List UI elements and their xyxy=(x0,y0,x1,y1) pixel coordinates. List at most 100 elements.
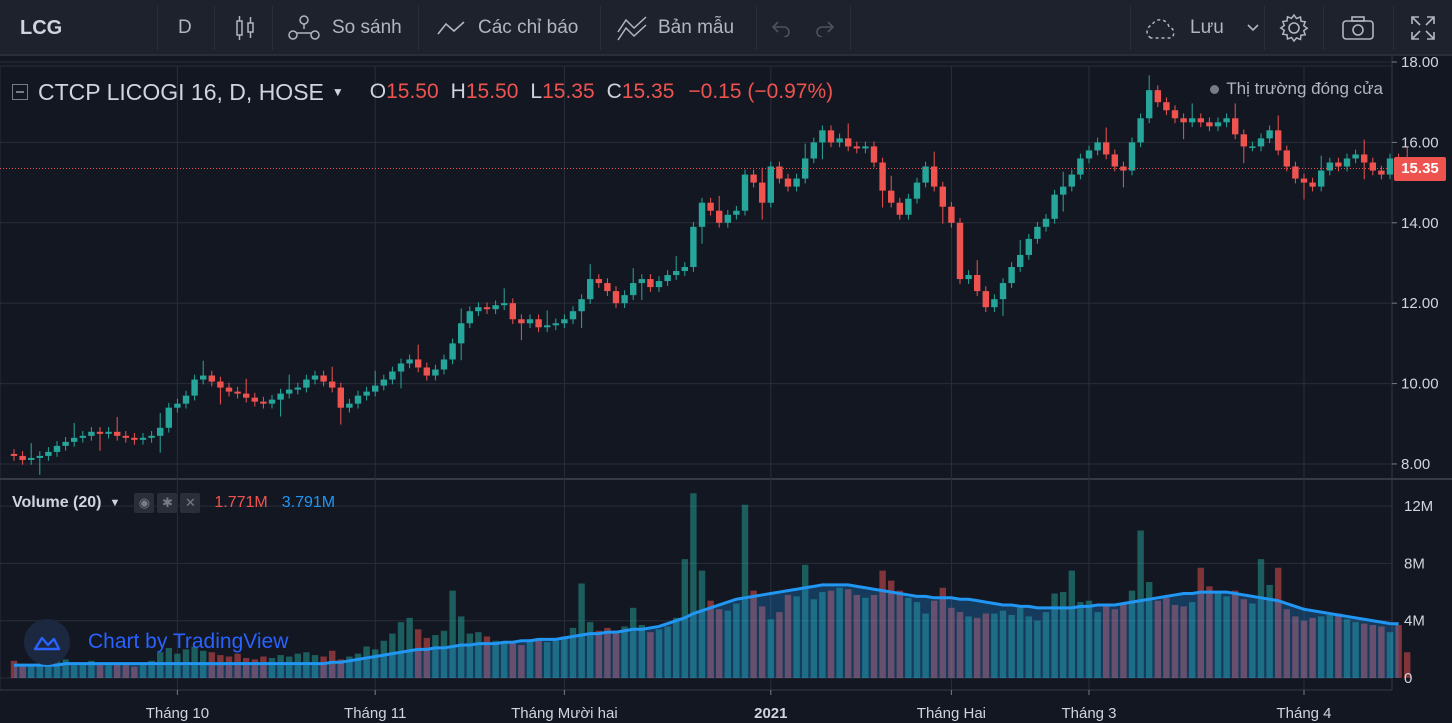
volume-bar xyxy=(1283,609,1290,678)
candle-body xyxy=(1163,102,1170,111)
volume-bar xyxy=(974,617,981,678)
volume-bar xyxy=(466,633,473,678)
candle-body xyxy=(1326,162,1333,171)
volume-bar xyxy=(415,629,422,678)
candle-body xyxy=(1283,150,1290,167)
candle-body xyxy=(750,174,757,183)
candle-body xyxy=(1309,182,1316,187)
volume-bar xyxy=(268,657,276,678)
compare-button[interactable]: So sánh xyxy=(286,0,402,56)
symbol-search[interactable]: LCG xyxy=(20,0,62,56)
undo-button[interactable] xyxy=(770,0,792,56)
market-status-label: Thị trường đóng cửa xyxy=(1226,79,1383,98)
volume-bar xyxy=(286,656,293,678)
candle-body xyxy=(913,182,921,199)
close-icon[interactable]: ✕ xyxy=(180,493,201,513)
volume-bar xyxy=(492,640,499,678)
volume-title[interactable]: Volume (20) xyxy=(12,494,102,511)
volume-bar xyxy=(604,627,611,678)
volume-bar xyxy=(845,589,852,678)
volume-bar xyxy=(621,626,628,678)
candle-body xyxy=(1146,90,1153,119)
symbol-title[interactable]: CTCP LICOGI 16, D, HOSE xyxy=(38,78,324,105)
eye-icon[interactable]: ◉ xyxy=(134,493,155,513)
candle-body xyxy=(518,319,525,324)
indicators-button[interactable]: Các chỉ báo xyxy=(436,0,578,56)
volume-bar xyxy=(1094,612,1101,678)
candle-body xyxy=(458,323,465,344)
volume-bar xyxy=(423,637,430,678)
volume-bar xyxy=(1051,593,1058,678)
candle-body xyxy=(862,146,869,149)
candle-body xyxy=(53,445,61,452)
candle-body xyxy=(655,281,663,288)
candle-body xyxy=(79,435,86,438)
candle-body xyxy=(131,437,138,440)
volume-bar xyxy=(1171,604,1179,678)
candle-body xyxy=(165,407,172,428)
candle-body xyxy=(578,299,585,312)
volume-bar xyxy=(1111,609,1118,678)
save-button[interactable]: Lưu xyxy=(1142,0,1260,56)
volume-bar xyxy=(1068,570,1075,678)
candle-body xyxy=(776,166,783,179)
volume-bar xyxy=(217,655,224,678)
volume-bar xyxy=(1369,625,1376,678)
chevron-down-icon xyxy=(1247,24,1259,32)
candles-icon xyxy=(236,16,254,40)
templates-button[interactable]: Bản mẫu xyxy=(616,0,734,56)
volume-bar xyxy=(1335,613,1342,678)
chart-type-button[interactable] xyxy=(232,0,258,56)
candle-body xyxy=(802,158,809,179)
toolbar-divider xyxy=(272,6,273,50)
candle-body xyxy=(1042,218,1050,227)
redo-button[interactable] xyxy=(814,0,836,56)
volume-bar xyxy=(1214,592,1222,678)
close-label: C xyxy=(606,80,622,103)
candle-body xyxy=(1154,90,1161,103)
volume-bar xyxy=(1163,597,1170,678)
volume-bar xyxy=(1386,632,1394,678)
save-label: Lưu xyxy=(1190,17,1224,38)
collapse-icon[interactable] xyxy=(12,84,28,100)
tradingview-watermark[interactable]: Chart by TradingView xyxy=(24,619,288,665)
candle-body xyxy=(612,291,620,304)
volume-bar xyxy=(148,660,155,678)
snapshot-button[interactable] xyxy=(1341,0,1375,56)
candle-body xyxy=(759,182,766,203)
candle-body xyxy=(1008,267,1015,284)
toolbar-divider xyxy=(850,6,851,50)
volume-tick-label: 4M xyxy=(1404,613,1425,630)
interval-button[interactable]: D xyxy=(178,0,192,56)
volume-bar xyxy=(458,616,465,678)
price-tick-label: 8.00 xyxy=(1401,456,1430,473)
market-status[interactable]: Thị trường đóng cửa xyxy=(1210,79,1383,99)
candle-body xyxy=(1017,254,1024,268)
settings-icon[interactable]: ✱ xyxy=(157,493,178,513)
candle-body xyxy=(1068,174,1075,187)
dropdown-arrow-icon[interactable]: ▼ xyxy=(331,85,344,99)
candle-body xyxy=(1232,118,1239,135)
candle-body xyxy=(724,214,731,223)
candle-body xyxy=(45,451,52,456)
candle-body xyxy=(432,369,439,376)
low-label: L xyxy=(530,80,543,103)
volume-bar xyxy=(243,657,250,678)
settings-button[interactable] xyxy=(1278,0,1310,56)
dropdown-arrow-icon[interactable]: ▼ xyxy=(109,497,121,509)
candle-body xyxy=(870,146,878,163)
candle-body xyxy=(440,359,448,370)
volume-bar xyxy=(277,655,284,678)
volume-bar xyxy=(251,659,258,678)
volume-bar xyxy=(1017,607,1024,678)
candle-body xyxy=(10,453,18,456)
volume-bar xyxy=(380,640,387,678)
fullscreen-button[interactable] xyxy=(1409,0,1437,56)
volume-bar xyxy=(1326,614,1333,678)
price-tick-label: 16.00 xyxy=(1401,134,1439,151)
candle-body xyxy=(286,389,293,394)
candle-body xyxy=(956,222,964,280)
time-tick-label: 2021 xyxy=(754,705,787,722)
volume-bar xyxy=(1361,623,1368,678)
